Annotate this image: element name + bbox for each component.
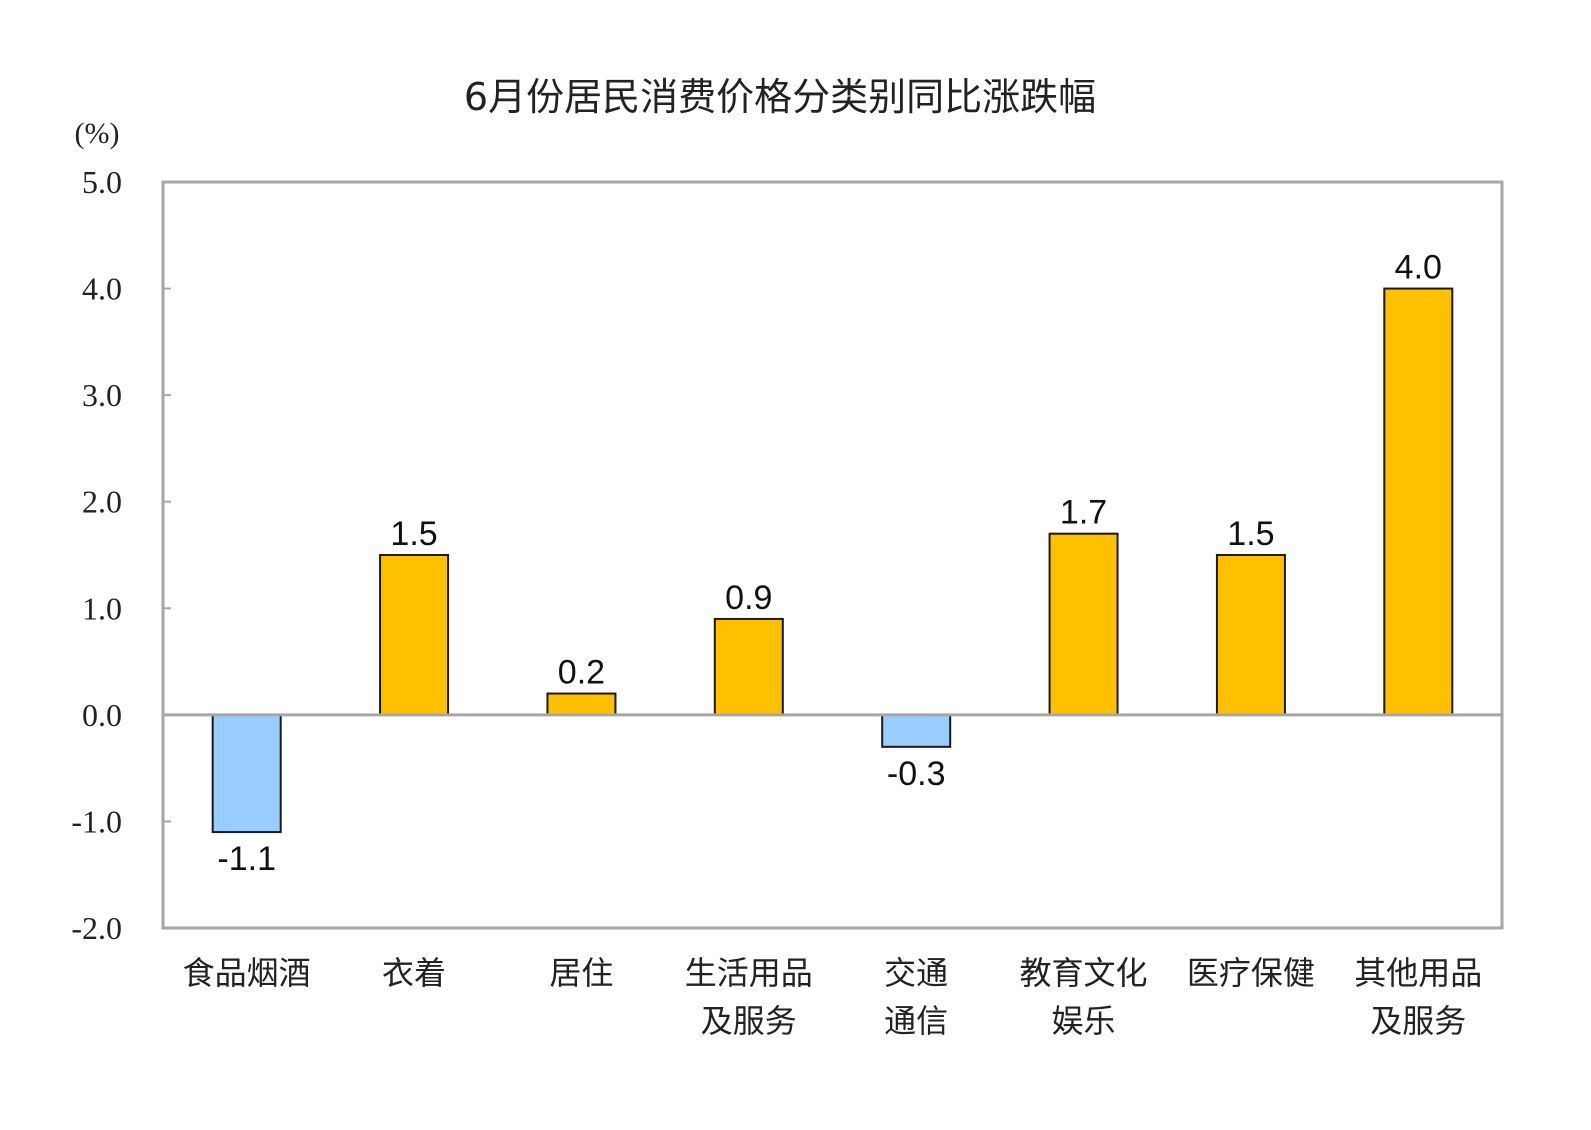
x-category-label: 生活用品 bbox=[685, 954, 813, 992]
data-label: -0.3 bbox=[887, 755, 946, 793]
y-tick-label: 1.0 bbox=[82, 590, 122, 626]
data-label: 0.2 bbox=[558, 654, 605, 692]
bar bbox=[1383, 287, 1454, 716]
y-tick-label: -1.0 bbox=[71, 803, 122, 839]
bar bbox=[1215, 554, 1286, 716]
chart-title: 6月份居民消费价格分类别同比涨跌幅 bbox=[464, 75, 1096, 119]
x-category-label: 交通 bbox=[884, 954, 948, 992]
y-tick-label: 4.0 bbox=[82, 271, 122, 307]
bar bbox=[1048, 532, 1119, 716]
x-category-label: 其他用品 bbox=[1354, 954, 1482, 992]
y-tick-label: 0.0 bbox=[82, 697, 122, 733]
x-category-label: 医疗保健 bbox=[1187, 954, 1315, 992]
plot-frame bbox=[161, 180, 1504, 930]
data-label: 0.9 bbox=[725, 579, 772, 617]
bar bbox=[379, 554, 450, 716]
y-tick-label: 2.0 bbox=[82, 484, 122, 520]
x-category-label: 及服务 bbox=[701, 1002, 797, 1040]
x-category-label: 食品烟酒 bbox=[183, 954, 311, 992]
x-category-label: 衣着 bbox=[382, 954, 446, 992]
bar bbox=[546, 692, 617, 716]
x-category-label: 通信 bbox=[884, 1002, 948, 1040]
y-tick-label: 5.0 bbox=[82, 164, 122, 200]
bar bbox=[881, 713, 952, 748]
x-category-label: 居住 bbox=[549, 954, 613, 992]
y-tick-label: 3.0 bbox=[82, 377, 122, 413]
bar bbox=[211, 713, 282, 834]
x-category-label: 教育文化 bbox=[1020, 954, 1148, 992]
y-tick-label: -2.0 bbox=[71, 910, 122, 946]
x-category-label: 及服务 bbox=[1370, 1002, 1466, 1040]
data-label: 1.5 bbox=[1227, 515, 1274, 553]
data-label: 1.7 bbox=[1060, 494, 1107, 532]
data-label: -1.1 bbox=[217, 840, 276, 878]
y-axis-unit: (%) bbox=[75, 117, 120, 150]
data-label: 4.0 bbox=[1395, 249, 1442, 287]
data-label: 1.5 bbox=[390, 515, 437, 553]
bar bbox=[713, 617, 784, 716]
x-category-label: 娱乐 bbox=[1052, 1002, 1116, 1040]
